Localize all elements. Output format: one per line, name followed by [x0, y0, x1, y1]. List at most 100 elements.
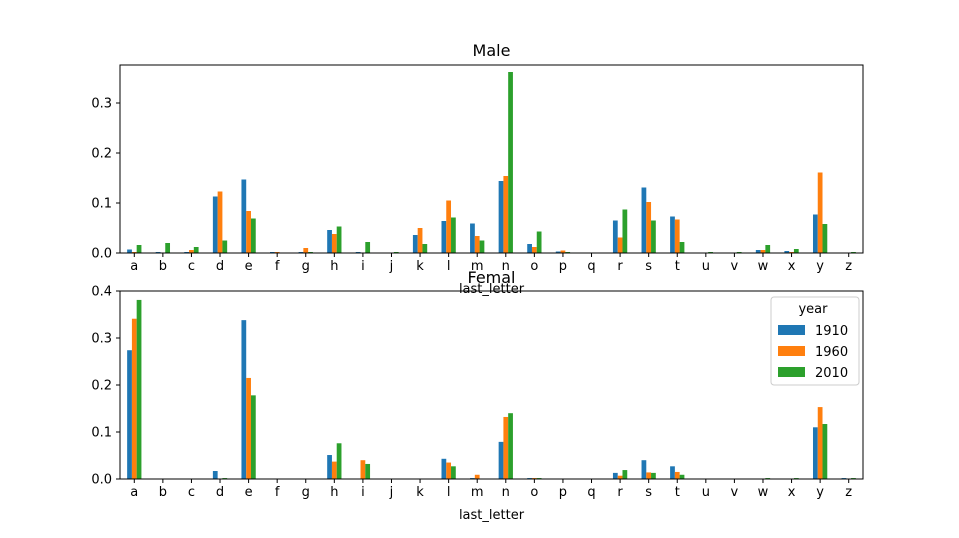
female-bar-1960-t: [674, 471, 680, 479]
male-bar-1910-k: [412, 235, 418, 253]
male-bar-2010-b: [165, 243, 171, 253]
male-bar-2010-i: [365, 242, 371, 253]
male-bar-2010-a: [136, 245, 142, 253]
female-x-tick-label-w: w: [758, 485, 769, 500]
male-bar-1960-e: [246, 211, 251, 253]
male-x-tick-label-p: p: [559, 259, 567, 274]
male-x-axis-label: last_letter: [459, 282, 525, 297]
female-x-tick-label-i: i: [361, 485, 365, 500]
female-x-tick-label-k: k: [416, 485, 424, 500]
female-bar-1960-n: [503, 416, 509, 479]
female-bar-1910-t: [670, 466, 675, 479]
female-x-tick-label-o: o: [530, 485, 538, 500]
male-x-tick-label-a: a: [130, 259, 138, 274]
male-bar-1960-y: [817, 172, 823, 253]
male-bar-1960-o: [531, 247, 537, 253]
male-y-ticks: 0.0 0.1 0.2 0.3: [91, 97, 120, 262]
female-bar-1910-y: [812, 427, 818, 479]
female-bar-2010-i: [365, 463, 371, 479]
male-bar-2010-k: [422, 244, 428, 253]
male-x-tick-label-l: l: [447, 259, 451, 274]
legend-title: year: [798, 302, 828, 317]
male-bar-1910-m: [470, 223, 475, 253]
male-bar-1960-c: [189, 250, 194, 253]
male-bar-1910-l: [441, 221, 447, 253]
male-bar-2010-m: [479, 240, 485, 253]
female-x-tick-label-a: a: [130, 485, 138, 500]
female-bar-1960-a: [131, 318, 137, 479]
male-bar-2010-s: [651, 220, 656, 253]
female-x-tick-label-g: g: [302, 485, 310, 500]
female-x-ticks: a b c d e f g h i j k l m n o p q r s t u v w x y z: [130, 479, 852, 500]
female-x-tick-label-z: z: [845, 485, 852, 500]
male-x-tick-label-y: y: [816, 259, 824, 274]
male-y-tick-label-2: 0.2: [91, 147, 112, 162]
male-x-tick-label-d: d: [216, 259, 224, 274]
female-y-tick-label-1: 0.1: [91, 426, 112, 441]
legend-box: [770, 296, 860, 386]
male-x-tick-label-r: r: [617, 259, 623, 274]
male-bar-1960-d: [217, 191, 223, 253]
male-bar-1960-l: [446, 200, 452, 253]
legend: year 1910 1960 2010: [770, 296, 860, 386]
female-bar-1910-l: [441, 458, 447, 479]
female-bar-2010-e: [250, 395, 256, 479]
male-bar-1960-s: [646, 202, 652, 253]
male-bar-1960-g: [303, 248, 309, 253]
male-x-tick-label-g: g: [302, 259, 310, 274]
female-y-tick-label-2: 0.2: [91, 379, 112, 394]
male-y-tick-label-0: 0.0: [91, 247, 112, 262]
male-y-tick-label-1: 0.1: [91, 197, 112, 212]
female-bar-2010-a: [136, 299, 142, 479]
male-bar-1960-p: [560, 250, 566, 253]
male-x-tick-label-i: i: [361, 259, 365, 274]
male-bar-1910-x: [784, 251, 790, 253]
male-x-tick-label-f: f: [275, 259, 280, 274]
male-x-tick-label-e: e: [245, 259, 253, 274]
male-bar-2010-x: [793, 249, 799, 253]
female-y-tick-label-3: 0.3: [91, 332, 112, 347]
male-bar-2010-n: [508, 72, 513, 253]
male-bar-2010-h: [336, 226, 342, 253]
female-x-tick-label-l: l: [447, 485, 451, 500]
female-x-tick-label-t: t: [675, 485, 680, 500]
male-bar-1960-m: [474, 236, 480, 253]
female-bar-1910-s: [641, 460, 647, 479]
male-x-tick-label-o: o: [530, 259, 538, 274]
female-bar-1960-l: [446, 462, 452, 479]
female-x-tick-label-f: f: [275, 485, 280, 500]
male-x-tick-label-q: q: [587, 259, 595, 274]
female-bar-2010-s: [651, 472, 656, 479]
legend-label-1910: 1910: [815, 324, 848, 339]
female-x-axis-label: last_letter: [459, 508, 525, 523]
female-bar-1960-s: [646, 472, 652, 479]
female-bar-1960-h: [331, 461, 337, 479]
male-bar-1910-s: [641, 187, 647, 253]
male-bar-2010-w: [765, 245, 771, 253]
male-x-tick-label-j: j: [389, 259, 394, 274]
male-bar-1960-h: [331, 234, 337, 253]
female-x-tick-label-u: u: [702, 485, 710, 500]
female-y-ticks: 0.0 0.1 0.2 0.3 0.4: [91, 285, 120, 488]
female-bar-2010-l: [451, 466, 456, 479]
female-bar-1960-m: [474, 474, 480, 479]
female-x-tick-label-v: v: [731, 485, 739, 500]
male-x-tick-label-w: w: [758, 259, 769, 274]
male-bar-2010-l: [451, 217, 456, 253]
male-bar-1910-o: [527, 244, 532, 253]
female-bar-2010-n: [508, 413, 513, 479]
male-x-tick-label-u: u: [702, 259, 710, 274]
male-bar-1960-t: [674, 219, 680, 253]
legend-swatch-1960: [778, 346, 805, 356]
male-bar-2010-y: [822, 224, 828, 253]
male-bar-2010-c: [193, 247, 199, 253]
legend-label-2010: 2010: [815, 366, 848, 381]
male-bar-2010-d: [222, 240, 228, 253]
male-bar-1910-h: [327, 230, 332, 253]
female-bar-2010-y: [822, 424, 828, 479]
male-bar-1960-w: [760, 250, 766, 253]
male-bar-1910-n: [498, 181, 504, 253]
female-bar-1910-h: [327, 455, 332, 479]
